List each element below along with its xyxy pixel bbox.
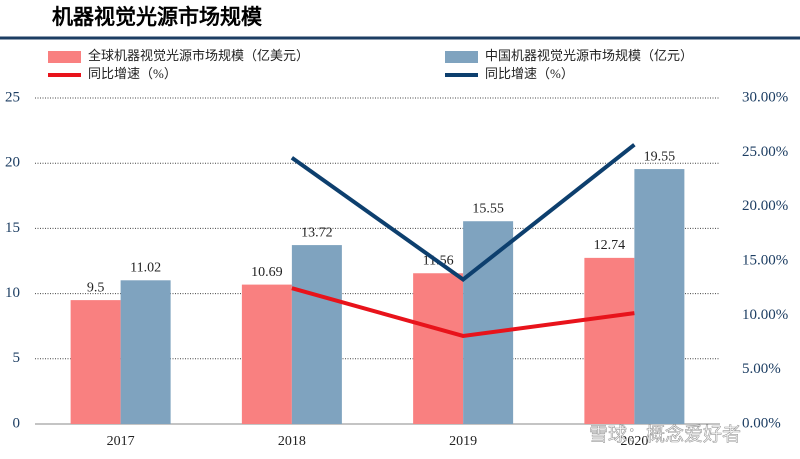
y2-tick-label: 0.00% xyxy=(742,415,781,431)
bar xyxy=(584,257,635,424)
value-label: 19.55 xyxy=(644,149,676,164)
legend-label: 同比增速（%） xyxy=(485,66,574,81)
y2-tick-label: 25.00% xyxy=(742,144,788,160)
bar xyxy=(241,284,292,424)
value-label: 10.69 xyxy=(251,265,283,280)
y2-tick-label: 15.00% xyxy=(742,252,788,268)
legend-swatch xyxy=(48,51,81,63)
y2-tick-label: 5.00% xyxy=(742,361,781,377)
y-tick-label: 10 xyxy=(5,285,20,301)
legend-label: 中国机器视觉光源市场规模（亿元） xyxy=(485,48,693,63)
chart-title: 机器视觉光源市场规模 xyxy=(52,5,263,29)
legend-label: 全球机器视觉光源市场规模（亿美元） xyxy=(88,48,309,63)
x-tick-label: 2018 xyxy=(278,434,306,449)
bar xyxy=(70,300,121,424)
y2-tick-label: 30.00% xyxy=(742,89,788,105)
y2-tick-label: 20.00% xyxy=(742,198,788,214)
bar xyxy=(463,221,514,424)
line xyxy=(291,286,635,339)
legend-label: 同比增速（%） xyxy=(88,66,177,81)
value-label: 15.55 xyxy=(472,201,504,216)
x-tick-label: 2017 xyxy=(107,434,135,449)
watermark: 雪球：概念爱好者 xyxy=(589,422,741,445)
bar xyxy=(291,245,342,424)
x-tick-label: 2020 xyxy=(620,434,648,449)
value-label: 9.5 xyxy=(87,280,105,295)
value-label: 12.74 xyxy=(594,238,626,253)
y-tick-label: 20 xyxy=(5,155,20,171)
value-label: 11.02 xyxy=(130,261,161,276)
legend-swatch xyxy=(445,51,478,63)
y-tick-label: 5 xyxy=(13,350,21,366)
bar xyxy=(120,280,171,424)
bar xyxy=(413,273,464,424)
line xyxy=(290,143,636,282)
y2-tick-label: 10.00% xyxy=(742,307,788,323)
y-tick-label: 25 xyxy=(5,89,20,105)
x-tick-label: 2019 xyxy=(449,434,477,449)
y-tick-label: 15 xyxy=(5,220,20,236)
bar xyxy=(634,169,685,424)
y-tick-label: 0 xyxy=(13,415,21,431)
value-label: 13.72 xyxy=(301,225,333,240)
